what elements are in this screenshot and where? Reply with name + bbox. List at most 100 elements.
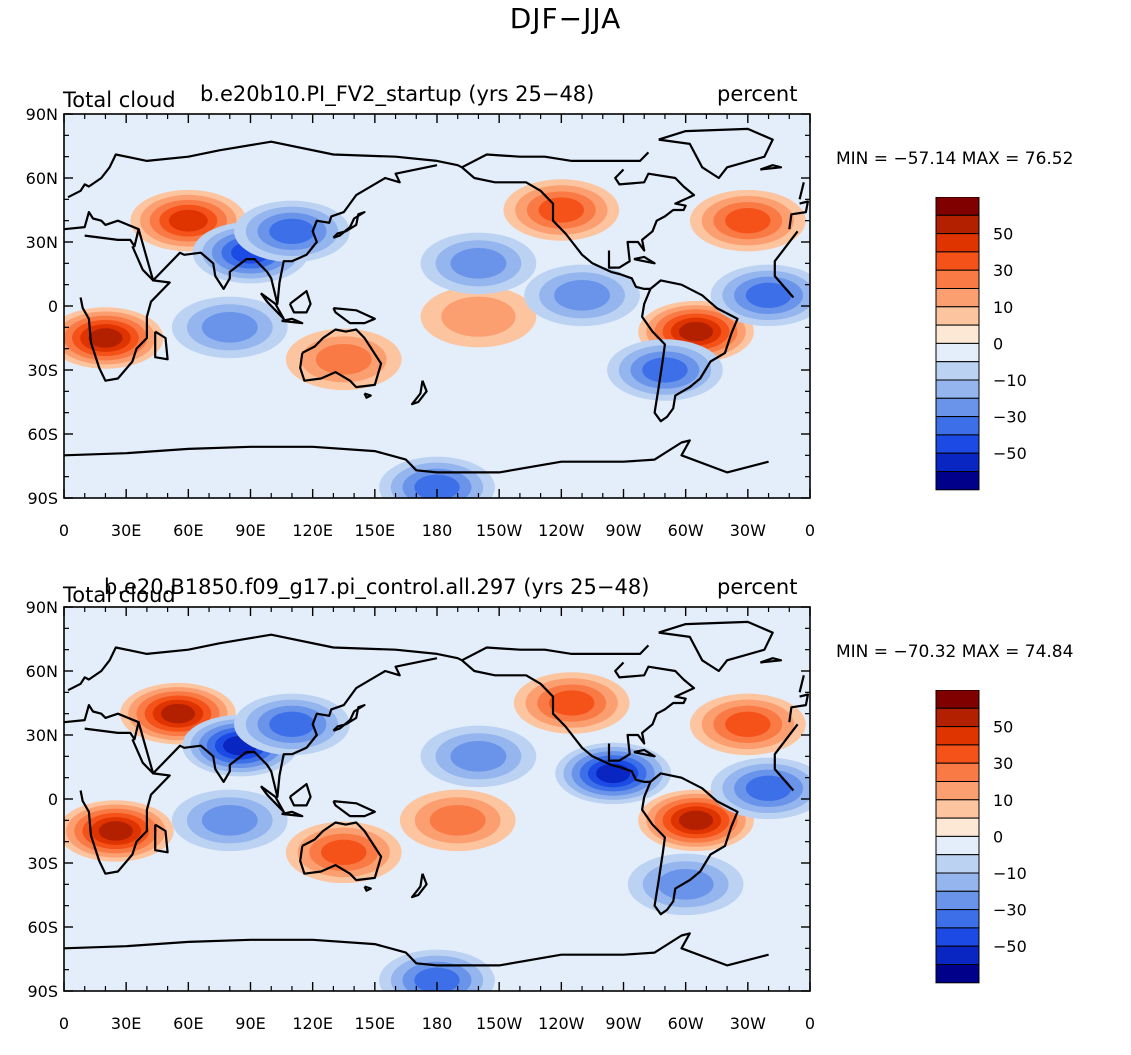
lon-label: 90W bbox=[605, 1014, 641, 1033]
coastline bbox=[288, 290, 312, 314]
negative-anomaly bbox=[379, 456, 495, 498]
colorbar-box bbox=[935, 251, 980, 271]
coastlines bbox=[64, 620, 809, 967]
colorbar-box bbox=[935, 890, 980, 911]
coastlines bbox=[64, 127, 809, 474]
coastline bbox=[154, 330, 169, 361]
coastline bbox=[641, 279, 739, 423]
lon-label: 0 bbox=[805, 1014, 815, 1033]
coastline bbox=[137, 164, 438, 305]
min-max-readout: MIN = −70.32 MAX = 74.84 bbox=[836, 642, 1073, 662]
contour-level bbox=[554, 280, 611, 311]
coastline bbox=[260, 292, 285, 320]
positive-anomaly bbox=[285, 328, 402, 391]
max-value: MAX = 76.52 bbox=[961, 149, 1074, 169]
lon-label: 90E bbox=[235, 521, 265, 540]
coastline bbox=[67, 140, 809, 230]
coastline bbox=[154, 823, 169, 854]
contour-level bbox=[642, 357, 688, 383]
lon-label: 180 bbox=[422, 521, 453, 540]
coastline bbox=[411, 380, 428, 406]
colorbar-box bbox=[935, 452, 980, 473]
lat-label: 60S bbox=[27, 425, 58, 444]
contour-level bbox=[168, 209, 208, 232]
colorbar-label: 30 bbox=[993, 754, 1013, 773]
lon-label: 150W bbox=[476, 1014, 523, 1033]
lat-label: 60N bbox=[26, 662, 58, 681]
lat-label: 60S bbox=[27, 918, 58, 937]
colorbar-box bbox=[935, 872, 980, 892]
positive-anomaly bbox=[689, 189, 806, 252]
coastline bbox=[67, 633, 809, 723]
lon-label: 60E bbox=[173, 1014, 203, 1033]
contour-field bbox=[64, 114, 810, 498]
figure-title: DJF−JJA bbox=[509, 2, 622, 35]
contour-level bbox=[725, 208, 771, 234]
contour-level bbox=[269, 218, 315, 244]
contour-level bbox=[321, 839, 367, 865]
coastline bbox=[299, 328, 383, 389]
contour-level bbox=[538, 197, 585, 223]
panel-case-label: b.e20b10.PI_FV2_startup (yrs 25−48) bbox=[200, 82, 595, 106]
colorbar-box bbox=[935, 909, 980, 929]
panel-units-label: percent bbox=[717, 82, 798, 106]
positive-anomaly bbox=[689, 693, 806, 756]
lat-label: 0 bbox=[48, 790, 58, 809]
positive-anomaly bbox=[513, 672, 630, 734]
coastline bbox=[64, 439, 769, 474]
colorbar-box bbox=[935, 397, 980, 418]
coastline bbox=[363, 885, 372, 892]
positive-anomaly bbox=[64, 307, 164, 369]
lon-label: 120W bbox=[538, 521, 585, 540]
lon-label: 0 bbox=[59, 1014, 69, 1033]
coastline bbox=[137, 657, 438, 798]
negative-anomaly bbox=[627, 853, 744, 916]
panel-variable-label: Total cloud bbox=[63, 583, 176, 607]
lat-label: 30N bbox=[26, 726, 58, 745]
colorbar-label: −30 bbox=[993, 901, 1027, 920]
contour-level bbox=[548, 690, 595, 716]
coastline bbox=[332, 307, 376, 325]
coastline bbox=[299, 821, 383, 882]
coastline bbox=[363, 392, 372, 399]
coastline bbox=[759, 657, 783, 664]
colorbar: 50 30 10 0 −10 −30 −50 bbox=[935, 690, 1027, 984]
lat-label: 90N bbox=[26, 105, 58, 124]
lon-label: 120W bbox=[538, 1014, 585, 1033]
colorbar-box bbox=[935, 726, 980, 746]
contour-level bbox=[269, 711, 315, 737]
panel-case-label: b.e20.B1850.f09_g17.pi_control.all.297 (… bbox=[104, 575, 650, 599]
coastline bbox=[798, 675, 805, 693]
contour-level bbox=[201, 805, 258, 836]
lon-label: 180 bbox=[422, 1014, 453, 1033]
positive-anomaly bbox=[399, 789, 516, 852]
negative-anomaly bbox=[234, 693, 350, 756]
contour-level bbox=[201, 312, 258, 343]
colorbar-label: −50 bbox=[993, 444, 1027, 463]
colorbar-label: 50 bbox=[993, 718, 1013, 737]
coastline bbox=[607, 661, 696, 762]
colorbar-label: 50 bbox=[993, 225, 1013, 244]
colorbar-box bbox=[935, 434, 980, 454]
colorbar-label: 30 bbox=[993, 261, 1013, 280]
lon-label: 30W bbox=[730, 1014, 766, 1033]
coastline bbox=[633, 255, 656, 265]
coastline bbox=[641, 772, 739, 916]
negative-anomaly bbox=[171, 789, 288, 852]
coastline bbox=[411, 873, 428, 899]
colorbar-label: 10 bbox=[993, 298, 1013, 317]
max-value: MAX = 74.84 bbox=[961, 642, 1074, 662]
lat-label: 60N bbox=[26, 169, 58, 188]
contour-level bbox=[98, 821, 133, 841]
contour-level bbox=[678, 810, 714, 831]
coastline bbox=[798, 182, 805, 200]
negative-anomaly bbox=[171, 296, 288, 359]
colorbar-box bbox=[935, 817, 980, 837]
colorbar-box bbox=[935, 690, 980, 709]
lon-label: 30W bbox=[730, 521, 766, 540]
lon-label: 0 bbox=[59, 521, 69, 540]
contour-level bbox=[160, 703, 196, 724]
lon-label: 60W bbox=[668, 1014, 704, 1033]
contour-level bbox=[745, 775, 792, 801]
colorbar-box bbox=[935, 416, 980, 436]
